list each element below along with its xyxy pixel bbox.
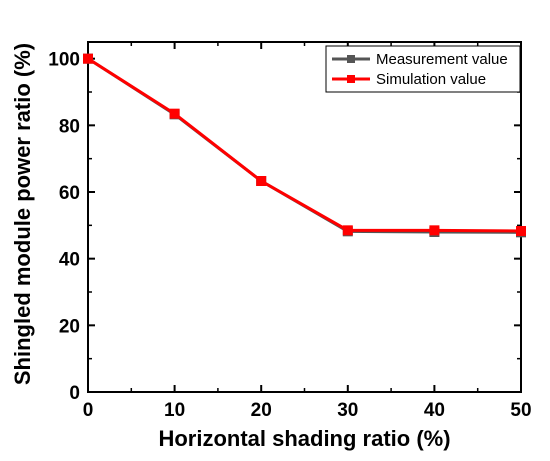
y-tick-label: 60 xyxy=(59,183,80,204)
series-line xyxy=(87,57,522,233)
series-1 xyxy=(83,53,526,236)
data-point xyxy=(342,225,353,236)
data-point xyxy=(256,176,267,186)
legend-marker xyxy=(347,55,355,63)
y-tick-label: 100 xyxy=(48,50,80,71)
y-tick-label: 0 xyxy=(69,383,80,404)
x-axis-ticks: 0 10 20 30 40 50 xyxy=(83,42,532,421)
y-axis-ticks: 0 20 40 60 80 100 xyxy=(48,50,521,404)
y-tick-label: 20 xyxy=(59,316,80,337)
data-point xyxy=(169,108,180,119)
series-layer xyxy=(83,53,526,238)
legend-label: Measurement value xyxy=(376,51,508,68)
x-tick-label: 30 xyxy=(337,400,358,421)
x-tick-label: 50 xyxy=(510,400,531,421)
y-tick-label: 40 xyxy=(59,250,80,271)
data-point xyxy=(516,226,526,236)
x-axis-title: Horizontal shading ratio (%) xyxy=(158,426,450,451)
x-tick-label: 10 xyxy=(164,400,185,421)
plot-frame xyxy=(87,41,522,393)
legend-box xyxy=(325,45,521,93)
x-tick-label: 0 xyxy=(83,400,94,421)
data-point xyxy=(429,225,440,236)
data-point xyxy=(83,53,93,64)
legend-item: Measurement value xyxy=(332,51,508,68)
y-tick-label: 80 xyxy=(59,116,80,137)
legend-marker xyxy=(347,75,355,83)
x-tick-label: 40 xyxy=(424,400,445,421)
x-tick-label: 20 xyxy=(251,400,272,421)
legend-label: Simulation value xyxy=(376,71,486,88)
legend-item: Simulation value xyxy=(332,71,486,88)
y-axis-title: Shingled module power ratio (%) xyxy=(10,43,35,385)
legend: Measurement value Simulation value xyxy=(325,45,521,93)
plot-border xyxy=(87,41,522,393)
